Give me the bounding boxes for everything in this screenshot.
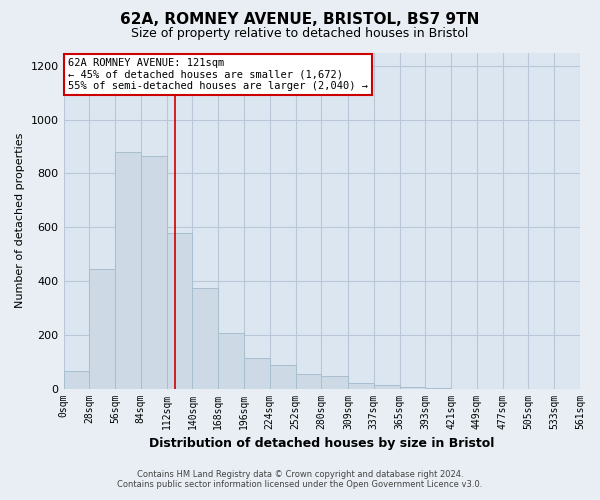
Text: Size of property relative to detached houses in Bristol: Size of property relative to detached ho…	[131, 28, 469, 40]
Bar	[193, 288, 218, 388]
Text: 62A ROMNEY AVENUE: 121sqm
← 45% of detached houses are smaller (1,672)
55% of se: 62A ROMNEY AVENUE: 121sqm ← 45% of detac…	[68, 58, 368, 91]
Bar	[270, 365, 296, 388]
Bar	[167, 232, 193, 388]
Bar	[348, 383, 374, 388]
Bar	[64, 371, 89, 388]
Y-axis label: Number of detached properties: Number of detached properties	[15, 133, 25, 308]
Bar	[322, 376, 348, 388]
Bar	[141, 156, 167, 388]
Bar	[296, 374, 322, 388]
Bar	[374, 384, 400, 388]
X-axis label: Distribution of detached houses by size in Bristol: Distribution of detached houses by size …	[149, 437, 494, 450]
Bar	[244, 358, 270, 388]
Bar	[400, 387, 425, 388]
Text: Contains HM Land Registry data © Crown copyright and database right 2024.
Contai: Contains HM Land Registry data © Crown c…	[118, 470, 482, 489]
Bar	[218, 334, 244, 388]
Text: 62A, ROMNEY AVENUE, BRISTOL, BS7 9TN: 62A, ROMNEY AVENUE, BRISTOL, BS7 9TN	[121, 12, 479, 28]
Bar	[89, 269, 115, 388]
Bar	[115, 152, 141, 388]
